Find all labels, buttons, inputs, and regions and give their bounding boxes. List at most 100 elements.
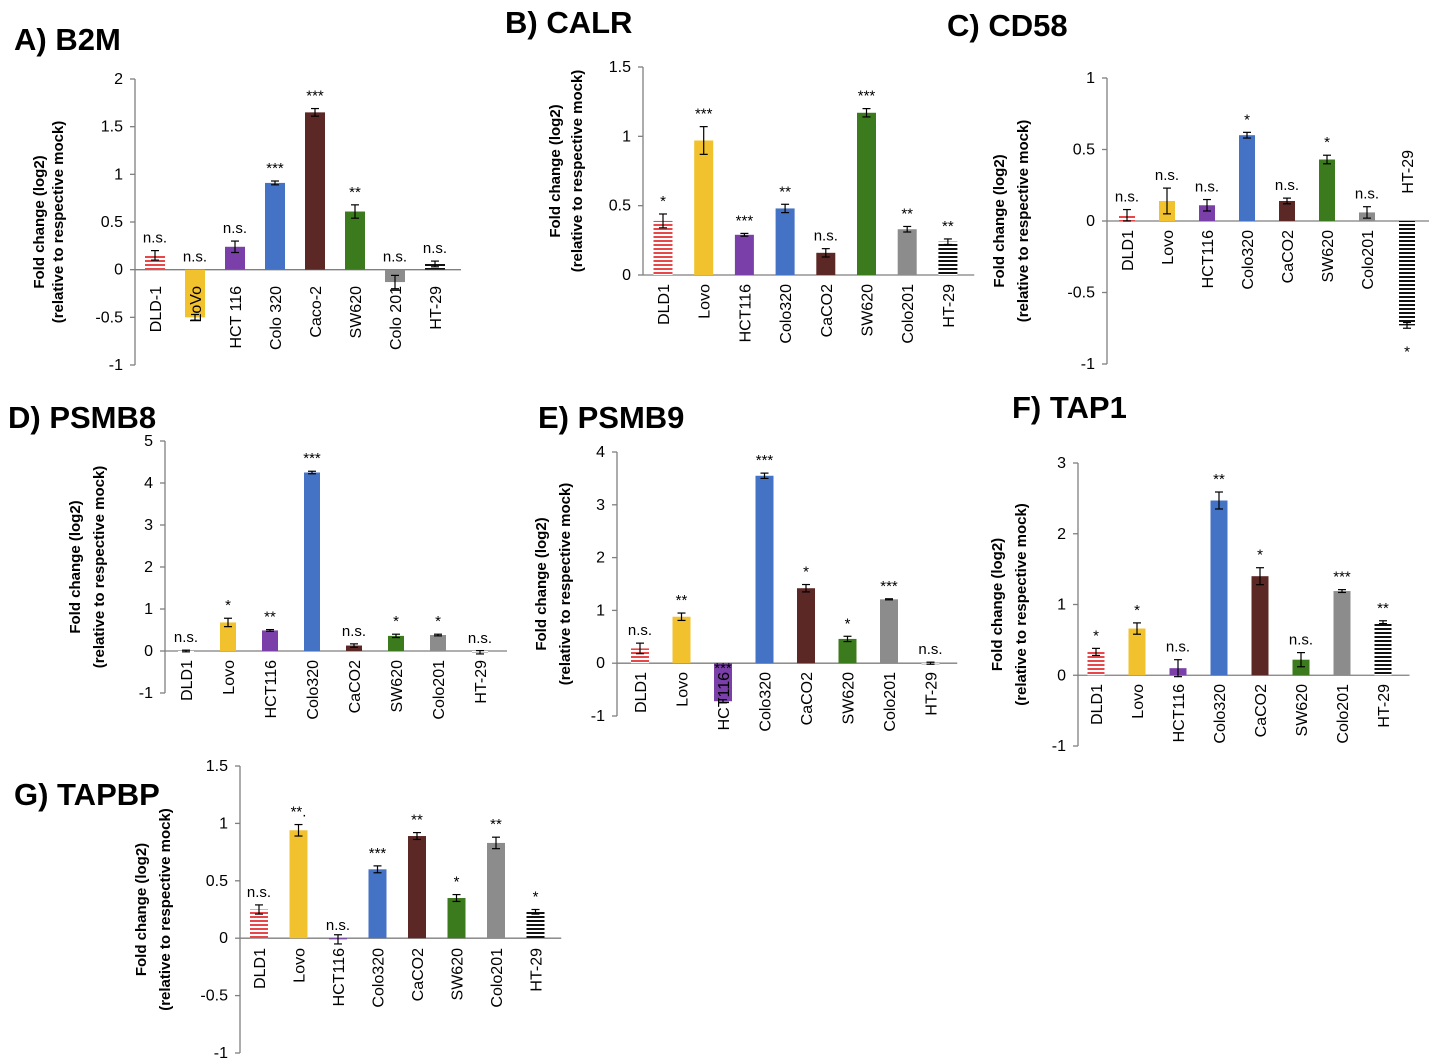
y-tick-label: 1 [622, 128, 631, 145]
panel-title: F) TAP1 [1012, 390, 1127, 425]
x-tick-label: Colo320 [758, 672, 775, 732]
bar-dld1 [631, 648, 649, 664]
bar-caco2 [346, 645, 362, 651]
x-tick-label: HCT116 [1200, 230, 1217, 288]
panel-title: A) B2M [14, 22, 121, 57]
significance-label: n.s. [1166, 639, 1190, 656]
significance-label: * [1404, 343, 1410, 360]
x-tick-label: SW620 [389, 660, 406, 713]
y-axis-label: (relative to respective mock) [91, 466, 108, 669]
chart-panel-c: C) CD58 Fold change (log2) (relative to re… [947, 8, 1429, 373]
significance-label: n.s. [1155, 167, 1179, 184]
x-tick-label: CaCO2 [1280, 230, 1297, 283]
significance-label: ** [676, 592, 688, 609]
significance-label: n.s. [814, 228, 838, 245]
significance-label: * [533, 889, 539, 906]
bar-lovo [185, 269, 205, 318]
significance-label: * [393, 613, 399, 630]
x-tick-label: CaCO2 [1253, 684, 1270, 737]
y-tick-label: 1 [114, 166, 123, 183]
x-tick-label: HT-29 [1376, 684, 1393, 728]
significance-label: n.s. [468, 630, 492, 647]
y-tick-label: -0.5 [95, 309, 123, 326]
bar-lovo [672, 616, 691, 664]
significance-label: * [225, 597, 231, 614]
bar-sw620 [1319, 159, 1335, 221]
significance-label: ** [264, 609, 276, 626]
y-tick-label: 1 [144, 601, 153, 618]
x-tick-label: Colo201 [489, 948, 506, 1008]
significance-label: *** [266, 160, 284, 177]
significance-label: n.s. [247, 884, 271, 901]
bar-colo320 [1239, 135, 1255, 221]
y-axis-label: Fold change (log2) [991, 154, 1008, 287]
bar-lovo [220, 622, 236, 651]
significance-label: n.s. [223, 220, 247, 237]
significance-label: n.s. [326, 917, 350, 934]
bar-colo320 [368, 869, 387, 939]
y-tick-label: 2 [596, 550, 605, 567]
y-tick-label: 0 [1086, 213, 1095, 230]
panel-title: B) CALR [505, 5, 632, 40]
x-tick-label: Colo320 [1240, 230, 1257, 290]
y-axis-label: Fold change (log2) [133, 843, 150, 976]
x-tick-label: DLD1 [656, 284, 673, 325]
x-tick-label: Lovo [1130, 684, 1147, 719]
y-axis-label: (relative to respective mock) [1013, 503, 1030, 706]
x-tick-label: Colo320 [778, 284, 795, 344]
bar-colo201 [880, 599, 898, 664]
y-tick-label: 0 [1057, 667, 1066, 684]
y-tick-label: 2 [1057, 526, 1066, 543]
significance-label: ** [349, 184, 361, 201]
bar-ht-29 [938, 241, 958, 275]
bar-caco2 [797, 588, 815, 664]
y-tick-label: 5 [144, 433, 153, 450]
significance-label: *** [303, 450, 321, 467]
bar-dld1 [653, 220, 673, 275]
bar-ht-29 [526, 911, 545, 939]
chart-panel-f: F) TAP1 Fold change (log2) (relative to re… [989, 390, 1410, 755]
bar-colo320 [775, 208, 795, 275]
x-tick-label: Caco-2 [308, 286, 325, 338]
bar-lovo [1128, 628, 1146, 676]
y-tick-label: -1 [591, 708, 605, 725]
y-axis-label: Fold change (log2) [67, 500, 84, 633]
bar-sw620 [447, 898, 466, 939]
significance-label: ** [490, 816, 502, 833]
y-axis-label: (relative to respective mock) [569, 70, 586, 273]
x-tick-label: DLD1 [633, 672, 650, 713]
x-tick-label: HT-29 [529, 948, 546, 992]
x-tick-label: CaCO2 [347, 660, 364, 713]
chart-panel-a: A) B2M Fold change (log2) (relative to res… [14, 22, 461, 374]
y-axis-label: Fold change (log2) [31, 155, 48, 288]
y-tick-label: -1 [139, 685, 153, 702]
x-tick-label: Colo201 [1360, 230, 1377, 290]
y-axis-label: (relative to respective mock) [157, 808, 174, 1011]
significance-label: n.s. [423, 240, 447, 257]
bar-colo201 [487, 842, 505, 939]
y-tick-label: 2 [114, 71, 123, 88]
significance-label: n.s. [628, 622, 652, 639]
x-tick-label: HCT116 [716, 672, 733, 730]
x-tick-label: SW620 [1294, 684, 1311, 737]
x-tick-label: HCT116 [263, 660, 280, 718]
bar-dld1 [1087, 651, 1105, 676]
bar-colo201 [897, 229, 917, 275]
y-axis-label: Fold change (log2) [533, 517, 550, 650]
y-tick-label: 1.5 [206, 758, 228, 775]
y-tick-label: -0.5 [200, 988, 228, 1005]
significance-label: * [845, 615, 851, 632]
x-tick-label: Lovo [292, 948, 309, 983]
y-tick-label: 4 [144, 475, 153, 492]
significance-label: *** [714, 660, 732, 677]
x-tick-label: CaCO2 [819, 284, 836, 337]
bar-hct116 [714, 663, 732, 702]
x-tick-label: Colo 201 [388, 286, 405, 350]
x-tick-label: SW620 [348, 286, 365, 339]
panel-title: G) TAPBP [14, 777, 160, 812]
significance-label: n.s. [342, 623, 366, 640]
bar-hct116 [1199, 205, 1215, 221]
bar-colo201 [430, 635, 446, 651]
significance-label: n.s. [183, 249, 207, 266]
x-tick-label: DLD1 [179, 660, 196, 701]
